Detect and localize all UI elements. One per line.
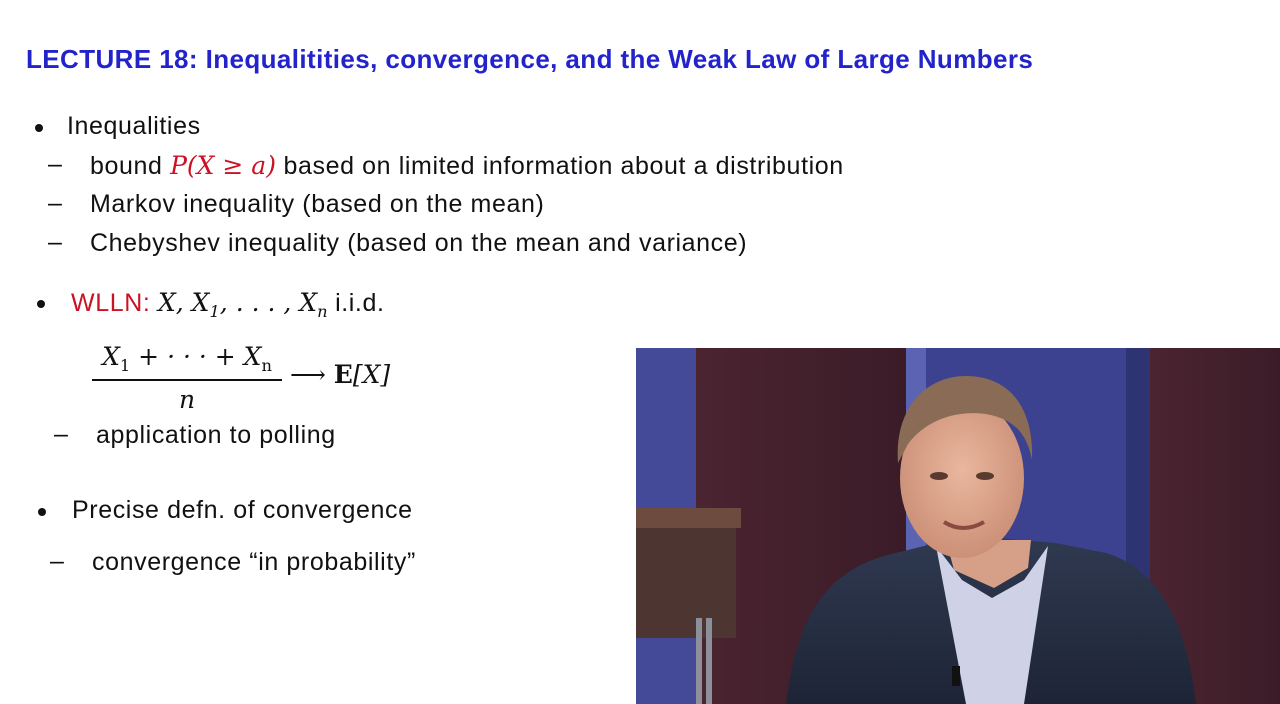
- wlln-variables: X, X1, . . . , Xn: [157, 288, 328, 321]
- hair: [897, 376, 1033, 463]
- probability-expression: P(X ≥ a): [170, 151, 276, 180]
- bullet-point: [35, 124, 43, 132]
- wlln-label: WLLN:: [71, 289, 151, 317]
- bullet-point: [37, 300, 45, 308]
- wlln-line: WLLN: X, X1, . . . , Xn i.i.d.: [71, 288, 385, 321]
- dash-marker: –: [48, 189, 62, 217]
- fraction-denominator: n: [178, 384, 196, 414]
- lapel-microphone: [952, 666, 960, 686]
- inequality-item-chebyshev: Chebyshev inequality (based on the mean …: [90, 229, 748, 257]
- shirt: [936, 546, 1048, 704]
- fraction-bar: [92, 379, 282, 381]
- inequality-item-markov: Markov inequality (based on the mean): [90, 190, 545, 218]
- dash-marker: –: [54, 420, 68, 448]
- inequality-item-bound: bound P(X ≥ a) based on limited informat…: [90, 151, 844, 181]
- bound-suffix: based on limited information about a dis…: [275, 152, 844, 180]
- video-frame-image: [636, 348, 1280, 704]
- lecturer-video[interactable]: [636, 348, 1280, 704]
- convergence-heading: Precise defn. of convergence: [72, 496, 413, 524]
- expectation-symbol: E: [333, 360, 353, 389]
- sample-mean-fraction: X1 + · · · + Xn n: [92, 342, 282, 414]
- wlln-item-polling: application to polling: [96, 421, 336, 449]
- convergence-arrow: ⟶: [290, 360, 326, 389]
- slide-title: LECTURE 18: Inequalitities, convergence,…: [26, 44, 1034, 74]
- dash-marker: –: [50, 547, 64, 575]
- bound-prefix: bound: [90, 152, 171, 180]
- convergence-item: convergence “in probability”: [92, 548, 416, 576]
- iid-label: i.i.d.: [335, 289, 385, 317]
- dash-marker: –: [48, 150, 62, 178]
- expectation-argument: [X]: [352, 360, 391, 389]
- dash-marker: –: [48, 228, 62, 256]
- inequalities-heading: Inequalities: [67, 112, 201, 140]
- lecturer-face: [900, 398, 1024, 558]
- convergence-expression: ⟶ E[X]: [290, 360, 390, 389]
- table-edge: [636, 508, 741, 528]
- fraction-numerator: X1 + · · · + Xn: [102, 342, 272, 375]
- bullet-point: [38, 508, 46, 516]
